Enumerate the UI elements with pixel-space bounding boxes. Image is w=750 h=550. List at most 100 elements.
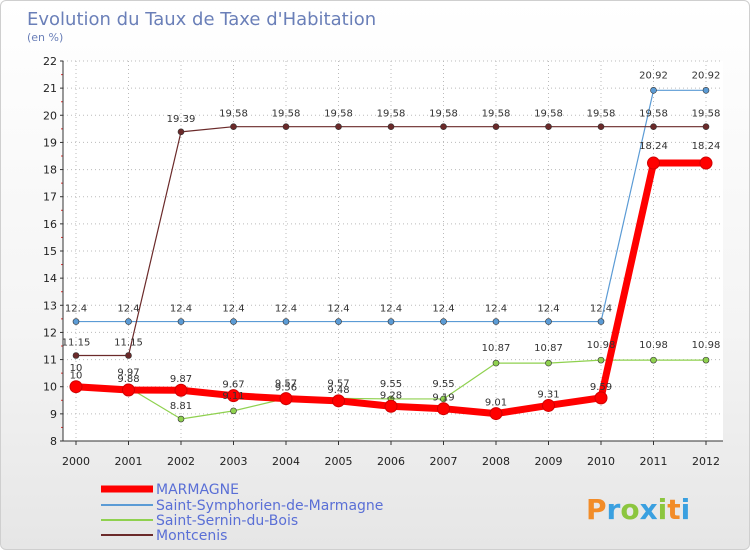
data-point (545, 123, 552, 130)
data-point (597, 123, 605, 130)
y-tick-label: 18 (43, 164, 57, 177)
data-label: 9.55 (380, 379, 402, 390)
x-tick-label: 2010 (587, 455, 615, 468)
data-label: 20.92 (692, 70, 721, 81)
y-tick-label: 22 (43, 55, 57, 68)
data-point (650, 123, 657, 130)
data-label: 12.4 (275, 304, 297, 315)
data-point (597, 318, 605, 325)
legend-label: MARMAGNE (156, 482, 239, 498)
data-point (702, 87, 710, 94)
data-label: 10.87 (534, 343, 563, 354)
data-point (647, 156, 660, 170)
data-point (597, 356, 605, 364)
logo-letter: o (620, 493, 639, 526)
axes: 8 9 10 11 12 13 14 15 16 17 18 19 20 21 22 2000 2001 2002… (43, 55, 723, 468)
y-tick-label: 21 (43, 82, 57, 95)
data-label: 19.58 (429, 109, 458, 120)
data-label: 9.67 (222, 380, 244, 391)
y-tick-label: 19 (43, 136, 57, 149)
data-point (282, 123, 290, 130)
y-tick-label: 17 (43, 191, 57, 204)
data-point (230, 318, 237, 325)
data-label: 8.81 (170, 401, 192, 412)
y-tick-label: 9 (50, 408, 57, 421)
legend-label: Saint-Sernin-du-Bois (156, 513, 298, 529)
data-label: 12.4 (222, 304, 244, 315)
x-tick-label: 2012 (692, 455, 720, 468)
data-label: 9.57 (327, 378, 349, 389)
data-label: 10 (70, 371, 83, 382)
data-point (122, 383, 135, 397)
x-tick-label: 2009 (535, 455, 563, 468)
data-point (72, 318, 80, 325)
data-point (440, 123, 447, 130)
y-tick-label: 13 (43, 299, 57, 312)
data-point (335, 123, 342, 130)
data-point (387, 123, 395, 130)
data-label: 9.19 (432, 393, 454, 404)
data-point (332, 394, 345, 408)
data-point (72, 352, 80, 359)
y-tick-label: 20 (43, 109, 57, 122)
data-label: 19.58 (219, 109, 248, 120)
data-point (545, 359, 552, 367)
data-point (489, 407, 503, 421)
logo-letter: i (658, 493, 668, 526)
y-tick-label: 11 (43, 354, 57, 367)
chart-title: Evolution du Taux de Taxe d'Habitation (27, 9, 376, 30)
data-point (492, 123, 500, 130)
y-tick-label: 16 (43, 218, 57, 231)
data-label: 19.39 (167, 114, 196, 125)
data-label: 10.98 (692, 340, 721, 351)
data-label: 19.58 (324, 109, 353, 120)
data-point (542, 398, 555, 412)
data-point (177, 128, 185, 136)
data-label: 12.4 (485, 304, 507, 315)
data-label: 18.24 (692, 141, 721, 152)
data-label: 12.4 (590, 304, 612, 315)
legend-label: Montcenis (156, 528, 227, 544)
data-point (702, 356, 710, 364)
logo-letter: r (607, 493, 621, 526)
data-point (125, 318, 132, 325)
data-label: 18.24 (639, 141, 668, 152)
data-label: 12.4 (65, 304, 87, 315)
data-point (545, 318, 552, 325)
data-point (125, 352, 132, 359)
x-tick-label: 2001 (115, 455, 143, 468)
data-label: 12.4 (327, 304, 349, 315)
y-tick-label: 10 (43, 381, 57, 394)
logo-letter: P (586, 493, 607, 526)
data-point (282, 318, 290, 325)
y-tick-label: 14 (43, 272, 57, 285)
data-label: 9.01 (485, 398, 507, 409)
data-point (69, 380, 83, 394)
data-label: 19.58 (692, 109, 721, 120)
data-label: 19.58 (534, 109, 563, 120)
data-point (230, 123, 237, 130)
data-point (440, 318, 447, 325)
data-point (230, 407, 237, 415)
data-label: 9.87 (170, 374, 192, 385)
data-label: 12.4 (380, 304, 402, 315)
data-point (384, 399, 398, 413)
data-label: 9.55 (432, 379, 454, 390)
data-point (227, 389, 240, 403)
data-label: 19.58 (587, 109, 616, 120)
data-point (177, 318, 185, 325)
data-label: 9.48 (327, 385, 349, 396)
data-label: 19.58 (482, 109, 511, 120)
data-label: 10.98 (587, 340, 616, 351)
data-label: 9.57 (275, 378, 297, 389)
data-label: 12.4 (537, 304, 559, 315)
data-label: 9.88 (117, 374, 139, 385)
y-tick-label: 12 (43, 326, 57, 339)
x-tick-label: 2002 (167, 455, 195, 468)
chart-subtitle: (en %) (27, 31, 63, 44)
series-group (69, 87, 713, 423)
data-label: 9.28 (380, 390, 402, 401)
logo-letter: i (681, 493, 691, 526)
